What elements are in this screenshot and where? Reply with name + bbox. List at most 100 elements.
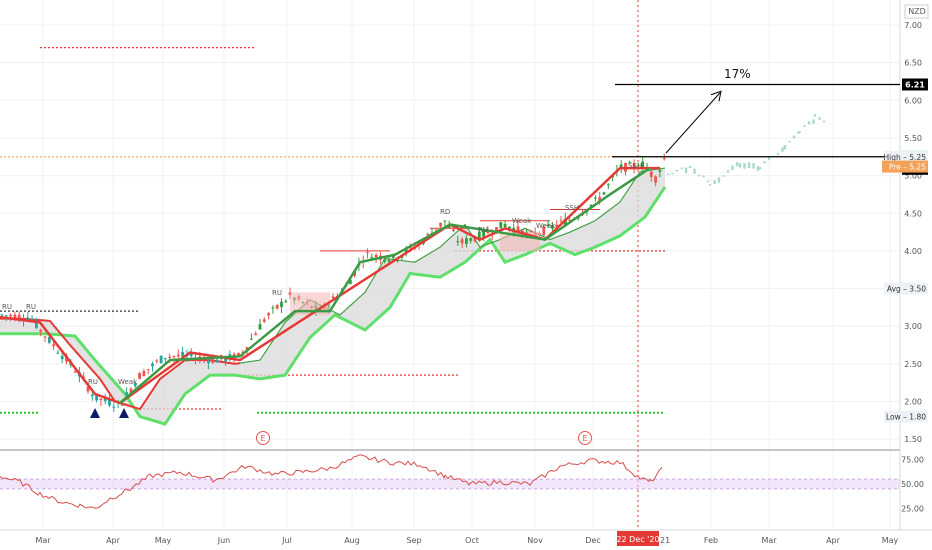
pattern-label-7: Weak xyxy=(536,222,556,230)
month-label-9: Dec xyxy=(585,536,600,545)
time-axis[interactable]: Mar Apr May Jun Jul Aug Sep Oct Nov Dec Feb Mar Apr M… xyxy=(35,531,899,546)
month-label-0: Mar xyxy=(35,536,51,545)
target-percent-label: 17% xyxy=(724,67,751,81)
earnings-marker-label: E xyxy=(582,434,587,443)
level-tag-label-1: Pre – 5.25 xyxy=(889,163,926,172)
candle-body xyxy=(47,336,51,343)
price-axis[interactable]: NZD7.006.506.005.505.004.504.003.503.002… xyxy=(882,4,929,514)
candle-body xyxy=(215,359,219,363)
ghost-candle xyxy=(803,125,806,127)
candle-body xyxy=(619,164,623,169)
level-tag-2 xyxy=(884,282,928,295)
crosshair-date-label: 22 Dec '20 xyxy=(616,535,659,544)
pattern-label-3: Weak xyxy=(118,378,138,386)
pattern-label-2: RU xyxy=(88,378,98,386)
buy-triangle-1 xyxy=(119,408,129,418)
candle-body xyxy=(508,226,511,229)
candle-body xyxy=(576,217,580,219)
level-tag-label-3: Low – 1.80 xyxy=(886,413,926,422)
candle-body xyxy=(641,161,645,169)
candle-body xyxy=(13,314,17,320)
candle-body xyxy=(17,314,21,320)
candle-body xyxy=(262,319,266,322)
candle-body xyxy=(4,315,8,317)
level-tag-label-2: Avg – 3.50 xyxy=(887,285,926,294)
ghost-candle xyxy=(763,161,766,164)
ghost-candle xyxy=(708,184,712,186)
candle-body xyxy=(275,304,279,309)
ghost-candle xyxy=(813,114,817,117)
candle-body xyxy=(125,392,129,395)
candle-body xyxy=(60,355,64,360)
ghost-candle xyxy=(684,167,688,174)
annotations: 17% RU RU RU Weak RD RU Weak Weak SSH RU SSH E E xyxy=(2,67,900,445)
price-tick-6: 4.00 xyxy=(904,247,922,256)
candle-body xyxy=(56,352,60,354)
ghost-candle xyxy=(688,165,692,169)
month-label-3: Jun xyxy=(217,536,231,545)
rsi-tick-2: 25.00 xyxy=(901,505,924,514)
candle-body xyxy=(121,404,124,406)
candle-body xyxy=(632,163,636,168)
candle-body xyxy=(189,352,193,357)
currency-box xyxy=(904,4,929,19)
ghost-candle xyxy=(788,140,791,143)
rsi-band xyxy=(0,479,900,489)
pattern-label-8: SSH xyxy=(565,204,579,212)
candle-body xyxy=(142,371,146,376)
zigzag-red xyxy=(0,166,660,405)
earnings-marker-label: E xyxy=(260,434,265,443)
level-tag-0 xyxy=(884,150,928,163)
year-label: 21 xyxy=(660,536,670,545)
ghost-candle xyxy=(783,145,787,150)
ghost-candle xyxy=(798,130,802,133)
ghost-candle xyxy=(792,135,796,139)
candle-body xyxy=(26,317,30,321)
ghost-candle xyxy=(735,162,739,167)
ghost-candle xyxy=(797,131,800,134)
candle-body xyxy=(495,226,498,233)
ghost-candle xyxy=(776,153,780,155)
price-tick-11: 1.50 xyxy=(904,435,922,444)
candle-body xyxy=(30,319,34,321)
candle-body xyxy=(383,259,387,262)
ghost-candle xyxy=(706,180,710,183)
candle-body xyxy=(658,170,662,172)
candle-body xyxy=(434,229,438,231)
rsi-panel xyxy=(0,454,900,509)
candle-body xyxy=(108,399,111,406)
candle-body xyxy=(155,360,159,362)
ghost-candle xyxy=(731,165,734,171)
candle-body xyxy=(456,241,460,243)
ghost-candle xyxy=(818,117,821,120)
candle-body xyxy=(606,184,610,186)
ghost-candle xyxy=(738,163,742,168)
candle-body xyxy=(649,171,653,177)
candle-body xyxy=(133,383,137,387)
ghost-candle xyxy=(671,172,674,175)
ghost-candle xyxy=(747,162,751,169)
trend-zigzag xyxy=(0,166,660,405)
candle-body xyxy=(559,220,563,222)
candle-body xyxy=(477,231,481,241)
rsi-line xyxy=(0,454,663,509)
projection-ghost xyxy=(666,114,826,186)
month-label-6: Sep xyxy=(406,536,421,545)
ghost-candle xyxy=(675,169,679,172)
ghost-candle xyxy=(758,167,762,170)
ghost-candle xyxy=(807,121,811,125)
candle-body xyxy=(426,233,430,235)
candle-body xyxy=(374,254,378,258)
price-tag-0 xyxy=(902,78,928,91)
month-label-8: Nov xyxy=(527,536,543,545)
candle-body xyxy=(172,356,176,358)
price-tick-2: 6.00 xyxy=(904,96,922,105)
candle-body xyxy=(516,226,520,233)
candle-body xyxy=(555,224,559,228)
candle-body xyxy=(628,162,632,164)
month-label-10: Feb xyxy=(704,536,718,545)
month-label-7: Oct xyxy=(465,536,479,545)
candle-body xyxy=(112,406,116,408)
pattern-label-9: RU xyxy=(272,289,282,297)
